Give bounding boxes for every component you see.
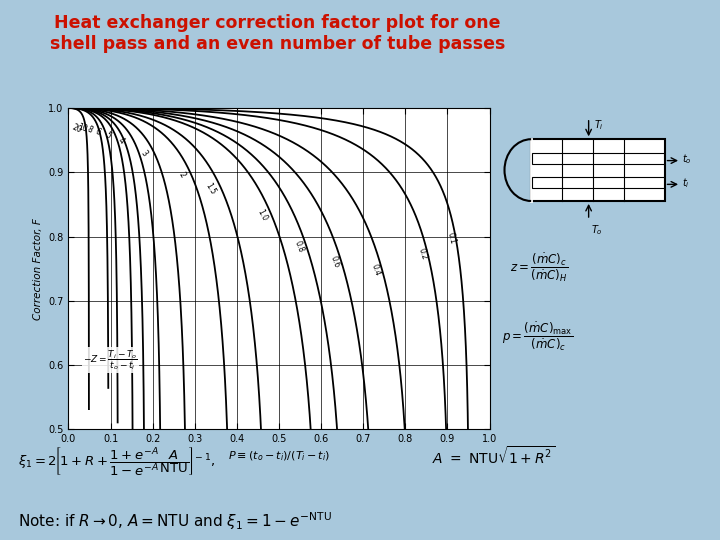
X-axis label: $P \equiv (t_o - t_i)/(T_i - t_i)$: $P \equiv (t_o - t_i)/(T_i - t_i)$ bbox=[228, 450, 330, 463]
Text: $-Z = \dfrac{T_i - T_o}{t_o - t_i}$: $-Z = \dfrac{T_i - T_o}{t_o - t_i}$ bbox=[83, 348, 138, 372]
Text: 1.0: 1.0 bbox=[256, 208, 269, 222]
Text: Heat exchanger correction factor plot for one
shell pass and an even number of t: Heat exchanger correction factor plot fo… bbox=[50, 14, 505, 53]
Text: 8: 8 bbox=[86, 125, 94, 135]
Text: $T_i$: $T_i$ bbox=[594, 118, 603, 132]
Text: 2: 2 bbox=[177, 170, 187, 179]
Text: 0.4: 0.4 bbox=[369, 262, 382, 276]
Text: $p = \dfrac{(\dot{m}C)_{\max}}{(\dot{m}C)_c}$: $p = \dfrac{(\dot{m}C)_{\max}}{(\dot{m}C… bbox=[502, 320, 573, 353]
Y-axis label: Correction Factor, F: Correction Factor, F bbox=[32, 218, 42, 320]
Text: 0.1: 0.1 bbox=[446, 232, 457, 246]
Text: 0.2: 0.2 bbox=[416, 247, 428, 261]
Text: $T_o$: $T_o$ bbox=[590, 224, 603, 238]
Text: $A\ =\ \mathrm{NTU}\sqrt{1+R^{2}}$: $A\ =\ \mathrm{NTU}\sqrt{1+R^{2}}$ bbox=[432, 445, 555, 467]
Text: Note: if $R \rightarrow 0$, $A = \mathrm{NTU}$ and $\xi_1 = 1-e^{-\mathrm{NTU}}$: Note: if $R \rightarrow 0$, $A = \mathrm… bbox=[18, 510, 332, 532]
Text: $\xi_1 = 2\!\left[1+R+\dfrac{1+e^{-A}}{1-e^{-A}}\dfrac{A}{\mathrm{NTU}}\right]^{: $\xi_1 = 2\!\left[1+R+\dfrac{1+e^{-A}}{1… bbox=[18, 445, 215, 477]
Text: 3: 3 bbox=[138, 148, 148, 158]
Text: 0.6: 0.6 bbox=[328, 254, 341, 269]
Bar bbox=[532, 153, 664, 164]
Text: 0.8: 0.8 bbox=[293, 240, 306, 254]
Text: $z = \dfrac{(\dot{m}C)_c}{(\dot{m}C)_H}$: $z = \dfrac{(\dot{m}C)_c}{(\dot{m}C)_H}$ bbox=[510, 252, 569, 284]
Bar bbox=[532, 177, 664, 188]
Text: 20: 20 bbox=[71, 122, 83, 134]
Text: 10: 10 bbox=[76, 123, 89, 134]
Text: $t_o$: $t_o$ bbox=[682, 152, 692, 166]
Text: 5: 5 bbox=[103, 130, 112, 140]
Text: $t_i$: $t_i$ bbox=[682, 176, 690, 190]
Bar bbox=[531, 139, 665, 201]
Text: 1.5: 1.5 bbox=[204, 181, 217, 197]
Text: 6: 6 bbox=[94, 127, 102, 137]
Text: 4: 4 bbox=[116, 136, 126, 146]
